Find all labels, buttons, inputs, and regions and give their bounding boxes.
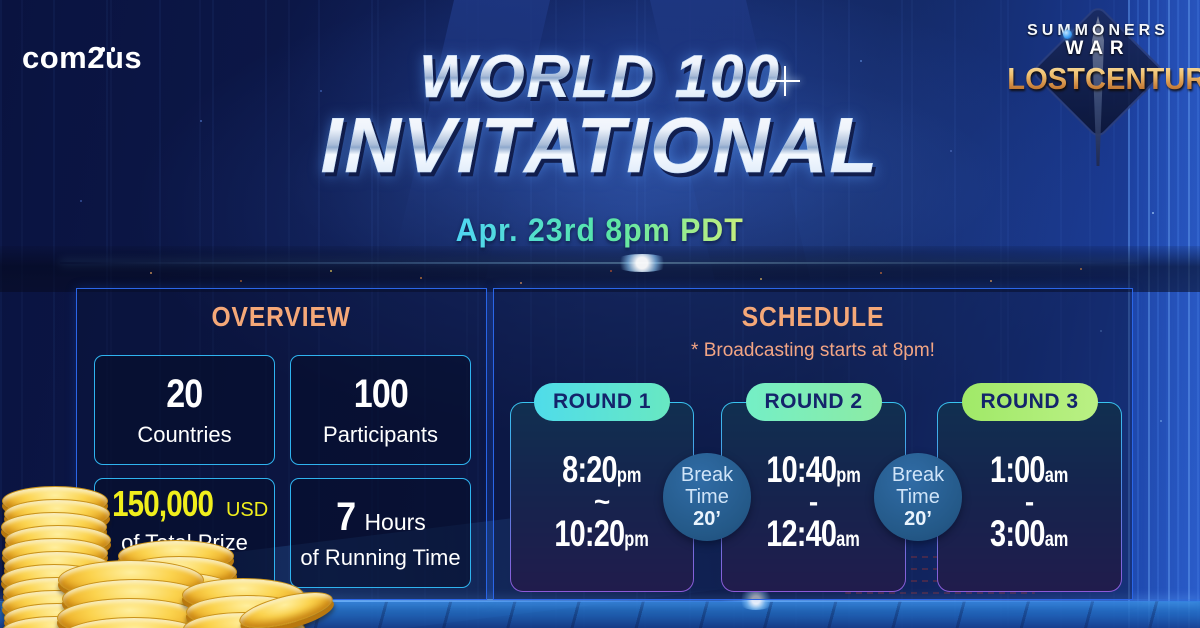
round-1-box: ROUND 1 8:20pm ~ 10:20pm (510, 383, 694, 592)
round-3-separator: - (1024, 486, 1035, 517)
break-badge-2: Break Time 20’ (874, 453, 962, 541)
schedule-title: SCHEDULE (741, 301, 885, 332)
participants-label: Participants (323, 422, 438, 447)
duration-value: 7 (336, 495, 357, 539)
smiley-eyes-icon (101, 47, 105, 52)
schedule-panel: SCHEDULE * Broadcasting starts at 8pm! R… (493, 288, 1133, 600)
broadcast-note: * Broadcasting starts at 8pm! (691, 340, 935, 361)
lost-centuria-title: LOSTCENTURIA (1007, 61, 1200, 97)
duration-label: of Running Time (300, 545, 461, 570)
publisher-logo: com2us (22, 40, 142, 76)
round-1-separator: ~ (593, 486, 611, 517)
stat-box-duration: 7 Hours of Running Time (290, 478, 471, 588)
red-light-row (845, 592, 1035, 594)
overview-title: OVERVIEW (211, 301, 352, 332)
countries-value: 20 (166, 372, 203, 416)
round-3-pill: ROUND 3 (961, 383, 1098, 421)
round-2-pill: ROUND 2 (745, 383, 882, 421)
gem-icon (1063, 30, 1072, 39)
round-1-times: 8:20pm ~ 10:20pm (554, 449, 650, 554)
round-3-box: ROUND 3 1:00am - 3:00am (937, 383, 1122, 592)
round-1-pill: ROUND 1 (534, 383, 670, 421)
gold-coins-illustration (0, 470, 360, 628)
countries-label: Countries (137, 422, 232, 447)
lens-flare (737, 590, 775, 610)
break-minutes: 20’ (693, 508, 721, 530)
summoners-text: SUMMONERS (1027, 22, 1169, 39)
event-datetime: Apr. 23rd 8pm PDT (455, 212, 745, 248)
lens-flare (612, 254, 672, 272)
duration-unit: Hours (364, 509, 426, 535)
event-title-line2: INVITATIONAL (320, 101, 880, 190)
event-title-line1: WORLD 100 (419, 43, 781, 111)
publisher-logo-text: com2us (22, 40, 143, 75)
game-logo: SUMMONERS WAR LOSTCENTURIA (1000, 4, 1200, 166)
round-3-times: 1:00am - 3:00am (990, 449, 1069, 554)
right-light-streaks (1128, 0, 1200, 628)
prize-unit: USD (225, 499, 269, 521)
stat-box-countries: 20 Countries (94, 355, 275, 465)
stat-box-participants: 100 Participants (290, 355, 471, 465)
sparkle-icon (770, 66, 800, 96)
participants-value: 100 (353, 372, 408, 416)
break-badge-1: Break Time 20’ (663, 453, 751, 541)
round-2-separator: - (808, 486, 819, 517)
city-lights-specks (0, 0, 2, 2)
war-text: WAR (1065, 38, 1131, 59)
break-minutes: 20’ (904, 508, 932, 530)
round-2-times: 10:40pm - 12:40am (766, 449, 861, 554)
bottom-glow-line (0, 599, 1200, 602)
overview-panel: OVERVIEW 20 Countries 100 Participants 1… (76, 288, 487, 600)
cityscape-band (0, 246, 1200, 292)
prize-value: 150,000 (111, 483, 214, 524)
